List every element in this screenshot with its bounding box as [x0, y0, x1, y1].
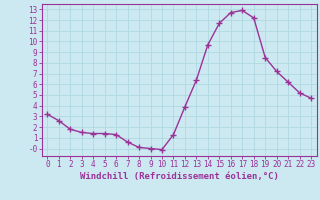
X-axis label: Windchill (Refroidissement éolien,°C): Windchill (Refroidissement éolien,°C) — [80, 172, 279, 181]
